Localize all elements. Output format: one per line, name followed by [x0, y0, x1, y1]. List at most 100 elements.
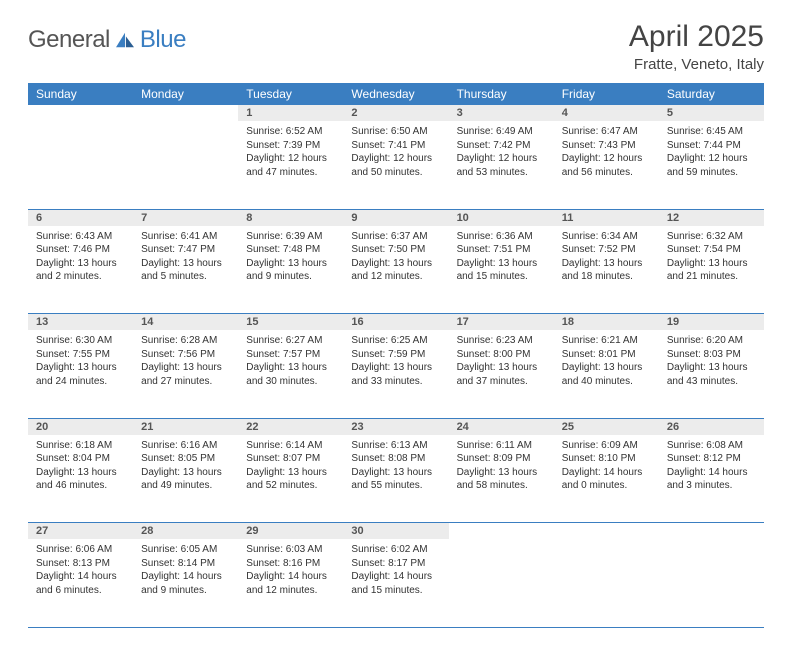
day-number-row: 12345	[28, 105, 764, 121]
day-number-cell: 19	[659, 314, 764, 331]
day-number-cell: 9	[343, 209, 448, 226]
day-number-row: 13141516171819	[28, 314, 764, 331]
day-number-cell: 25	[554, 418, 659, 435]
day-detail: Sunrise: 6:32 AMSunset: 7:54 PMDaylight:…	[659, 226, 764, 290]
day-number-cell: 24	[449, 418, 554, 435]
day-body-cell: Sunrise: 6:52 AMSunset: 7:39 PMDaylight:…	[238, 121, 343, 209]
day-body-cell: Sunrise: 6:27 AMSunset: 7:57 PMDaylight:…	[238, 330, 343, 418]
day-body-cell	[133, 121, 238, 209]
day-body-cell: Sunrise: 6:43 AMSunset: 7:46 PMDaylight:…	[28, 226, 133, 314]
day-body-cell: Sunrise: 6:08 AMSunset: 8:12 PMDaylight:…	[659, 435, 764, 523]
day-body-cell: Sunrise: 6:34 AMSunset: 7:52 PMDaylight:…	[554, 226, 659, 314]
day-body-cell: Sunrise: 6:36 AMSunset: 7:51 PMDaylight:…	[449, 226, 554, 314]
day-body-cell	[554, 539, 659, 627]
day-detail: Sunrise: 6:52 AMSunset: 7:39 PMDaylight:…	[238, 121, 343, 185]
title-block: April 2025 Fratte, Veneto, Italy	[629, 20, 764, 73]
weekday-header: Friday	[554, 83, 659, 105]
day-body-cell: Sunrise: 6:47 AMSunset: 7:43 PMDaylight:…	[554, 121, 659, 209]
day-body-cell: Sunrise: 6:16 AMSunset: 8:05 PMDaylight:…	[133, 435, 238, 523]
day-detail: Sunrise: 6:11 AMSunset: 8:09 PMDaylight:…	[449, 435, 554, 499]
day-detail: Sunrise: 6:14 AMSunset: 8:07 PMDaylight:…	[238, 435, 343, 499]
day-body-row: Sunrise: 6:52 AMSunset: 7:39 PMDaylight:…	[28, 121, 764, 209]
day-number-cell: 1	[238, 105, 343, 121]
day-detail: Sunrise: 6:05 AMSunset: 8:14 PMDaylight:…	[133, 539, 238, 603]
weekday-header: Sunday	[28, 83, 133, 105]
day-number-cell: 10	[449, 209, 554, 226]
day-detail: Sunrise: 6:43 AMSunset: 7:46 PMDaylight:…	[28, 226, 133, 290]
day-detail: Sunrise: 6:13 AMSunset: 8:08 PMDaylight:…	[343, 435, 448, 499]
day-number-cell: 12	[659, 209, 764, 226]
day-body-row: Sunrise: 6:30 AMSunset: 7:55 PMDaylight:…	[28, 330, 764, 418]
day-number-cell: 29	[238, 523, 343, 540]
day-body-row: Sunrise: 6:18 AMSunset: 8:04 PMDaylight:…	[28, 435, 764, 523]
day-detail: Sunrise: 6:36 AMSunset: 7:51 PMDaylight:…	[449, 226, 554, 290]
sail-icon	[114, 31, 136, 49]
weekday-header: Monday	[133, 83, 238, 105]
day-body-cell: Sunrise: 6:11 AMSunset: 8:09 PMDaylight:…	[449, 435, 554, 523]
day-number-cell: 3	[449, 105, 554, 121]
day-number-row: 27282930	[28, 523, 764, 540]
day-number-cell	[133, 105, 238, 121]
calendar-table: SundayMondayTuesdayWednesdayThursdayFrid…	[28, 83, 764, 628]
day-number-cell: 8	[238, 209, 343, 226]
day-body-cell: Sunrise: 6:06 AMSunset: 8:13 PMDaylight:…	[28, 539, 133, 627]
day-number-cell: 30	[343, 523, 448, 540]
day-body-cell: Sunrise: 6:20 AMSunset: 8:03 PMDaylight:…	[659, 330, 764, 418]
day-body-cell: Sunrise: 6:25 AMSunset: 7:59 PMDaylight:…	[343, 330, 448, 418]
day-body-cell: Sunrise: 6:37 AMSunset: 7:50 PMDaylight:…	[343, 226, 448, 314]
day-body-cell: Sunrise: 6:30 AMSunset: 7:55 PMDaylight:…	[28, 330, 133, 418]
day-number-cell: 20	[28, 418, 133, 435]
day-detail: Sunrise: 6:30 AMSunset: 7:55 PMDaylight:…	[28, 330, 133, 394]
day-detail: Sunrise: 6:16 AMSunset: 8:05 PMDaylight:…	[133, 435, 238, 499]
day-detail: Sunrise: 6:27 AMSunset: 7:57 PMDaylight:…	[238, 330, 343, 394]
day-detail: Sunrise: 6:21 AMSunset: 8:01 PMDaylight:…	[554, 330, 659, 394]
brand-logo: General Blue	[28, 20, 186, 54]
day-detail: Sunrise: 6:02 AMSunset: 8:17 PMDaylight:…	[343, 539, 448, 603]
day-detail: Sunrise: 6:34 AMSunset: 7:52 PMDaylight:…	[554, 226, 659, 290]
brand-second: Blue	[140, 26, 186, 54]
calendar-page: General Blue April 2025 Fratte, Veneto, …	[0, 0, 792, 648]
day-number-cell: 15	[238, 314, 343, 331]
day-detail: Sunrise: 6:39 AMSunset: 7:48 PMDaylight:…	[238, 226, 343, 290]
day-detail: Sunrise: 6:09 AMSunset: 8:10 PMDaylight:…	[554, 435, 659, 499]
day-body-cell: Sunrise: 6:49 AMSunset: 7:42 PMDaylight:…	[449, 121, 554, 209]
day-number-cell: 18	[554, 314, 659, 331]
day-detail: Sunrise: 6:08 AMSunset: 8:12 PMDaylight:…	[659, 435, 764, 499]
day-body-cell: Sunrise: 6:13 AMSunset: 8:08 PMDaylight:…	[343, 435, 448, 523]
day-number-cell: 28	[133, 523, 238, 540]
day-number-cell: 13	[28, 314, 133, 331]
day-number-cell: 5	[659, 105, 764, 121]
day-number-cell: 4	[554, 105, 659, 121]
weekday-header-row: SundayMondayTuesdayWednesdayThursdayFrid…	[28, 83, 764, 105]
day-number-cell: 22	[238, 418, 343, 435]
day-detail: Sunrise: 6:45 AMSunset: 7:44 PMDaylight:…	[659, 121, 764, 185]
day-number-cell	[28, 105, 133, 121]
day-body-cell	[28, 121, 133, 209]
day-body-cell: Sunrise: 6:28 AMSunset: 7:56 PMDaylight:…	[133, 330, 238, 418]
day-detail: Sunrise: 6:03 AMSunset: 8:16 PMDaylight:…	[238, 539, 343, 603]
day-body-cell: Sunrise: 6:39 AMSunset: 7:48 PMDaylight:…	[238, 226, 343, 314]
day-body-cell	[659, 539, 764, 627]
day-detail: Sunrise: 6:18 AMSunset: 8:04 PMDaylight:…	[28, 435, 133, 499]
day-detail: Sunrise: 6:25 AMSunset: 7:59 PMDaylight:…	[343, 330, 448, 394]
day-number-row: 6789101112	[28, 209, 764, 226]
day-number-cell	[554, 523, 659, 540]
day-detail: Sunrise: 6:20 AMSunset: 8:03 PMDaylight:…	[659, 330, 764, 394]
day-number-cell: 7	[133, 209, 238, 226]
day-body-row: Sunrise: 6:06 AMSunset: 8:13 PMDaylight:…	[28, 539, 764, 627]
day-detail: Sunrise: 6:06 AMSunset: 8:13 PMDaylight:…	[28, 539, 133, 603]
header: General Blue April 2025 Fratte, Veneto, …	[28, 20, 764, 73]
location-label: Fratte, Veneto, Italy	[629, 56, 764, 73]
day-body-cell: Sunrise: 6:45 AMSunset: 7:44 PMDaylight:…	[659, 121, 764, 209]
day-detail: Sunrise: 6:23 AMSunset: 8:00 PMDaylight:…	[449, 330, 554, 394]
day-body-cell: Sunrise: 6:05 AMSunset: 8:14 PMDaylight:…	[133, 539, 238, 627]
day-body-cell: Sunrise: 6:32 AMSunset: 7:54 PMDaylight:…	[659, 226, 764, 314]
day-body-cell: Sunrise: 6:23 AMSunset: 8:00 PMDaylight:…	[449, 330, 554, 418]
day-detail: Sunrise: 6:41 AMSunset: 7:47 PMDaylight:…	[133, 226, 238, 290]
day-body-cell: Sunrise: 6:50 AMSunset: 7:41 PMDaylight:…	[343, 121, 448, 209]
day-number-row: 20212223242526	[28, 418, 764, 435]
day-body-cell: Sunrise: 6:21 AMSunset: 8:01 PMDaylight:…	[554, 330, 659, 418]
day-number-cell: 27	[28, 523, 133, 540]
day-body-cell	[449, 539, 554, 627]
day-detail: Sunrise: 6:37 AMSunset: 7:50 PMDaylight:…	[343, 226, 448, 290]
